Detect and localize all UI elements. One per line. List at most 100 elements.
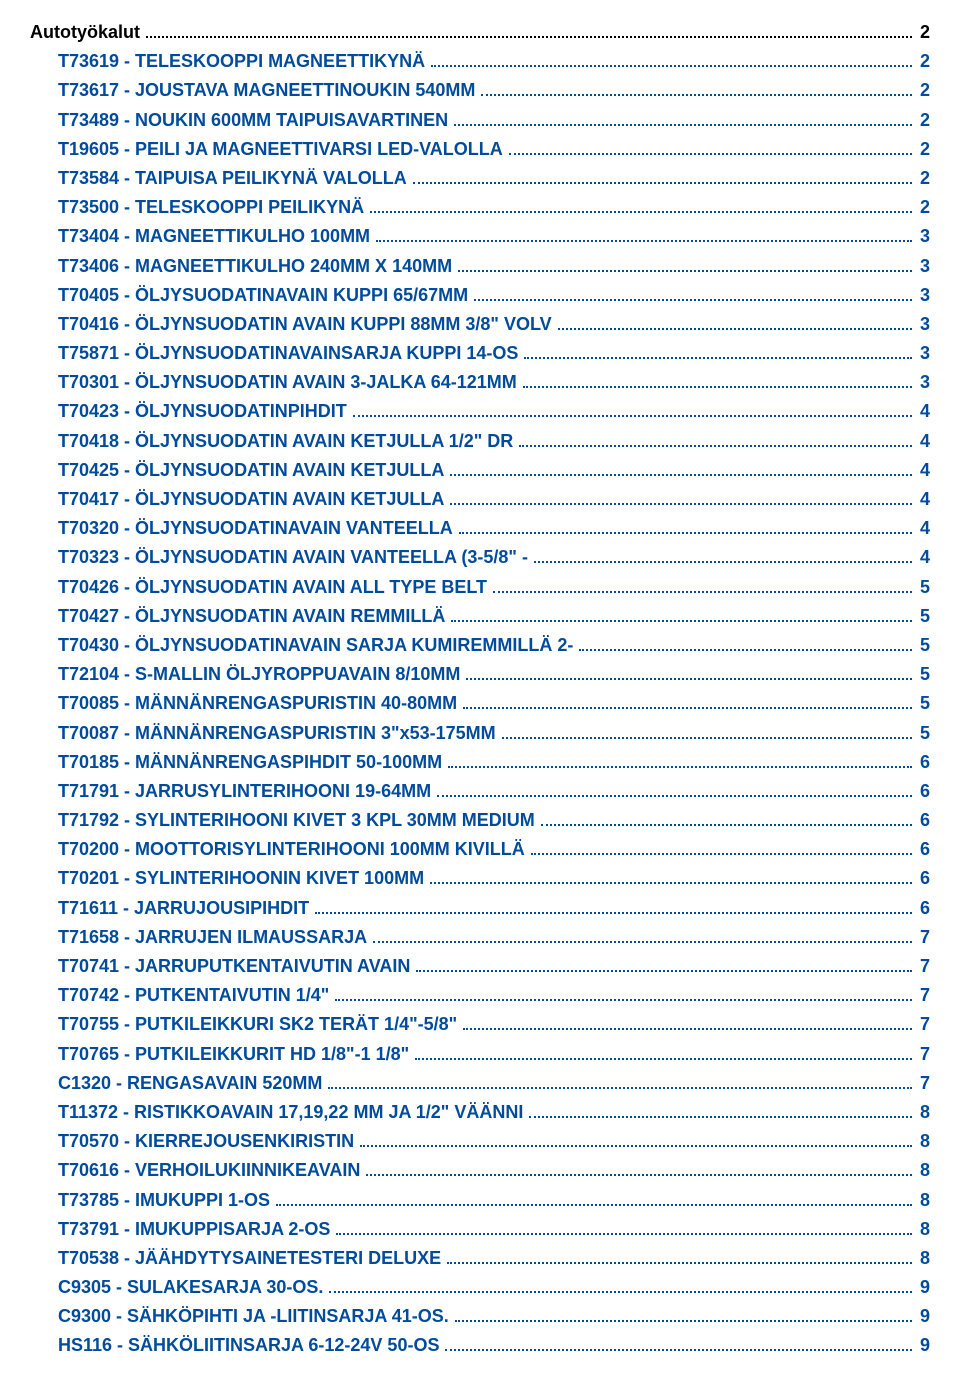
toc-leader-dots: [519, 445, 912, 447]
toc-leader-dots: [524, 357, 912, 359]
toc-page-number: 2: [916, 78, 930, 103]
toc-item-row[interactable]: T70570 - KIERREJOUSENKIRISTIN8: [30, 1129, 930, 1154]
toc-leader-dots: [315, 912, 912, 914]
toc-entry-label: T70085 - MÄNNÄNRENGASPURISTIN 40-80MM: [58, 691, 457, 716]
toc-item-row[interactable]: C1320 - RENGASAVAIN 520MM7: [30, 1071, 930, 1096]
toc-item-row[interactable]: C9300 - SÄHKÖPIHTI JA -LIITINSARJA 41-OS…: [30, 1304, 930, 1329]
toc-item-row[interactable]: T70417 - ÖLJYNSUODATIN AVAIN KETJULLA4: [30, 487, 930, 512]
toc-page-number: 7: [916, 1071, 930, 1096]
toc-heading-row: Autotyökalut2: [30, 20, 930, 45]
toc-item-row[interactable]: T70426 - ÖLJYNSUODATIN AVAIN ALL TYPE BE…: [30, 575, 930, 600]
toc-item-row[interactable]: T70201 - SYLINTERIHOONIN KIVET 100MM6: [30, 866, 930, 891]
toc-page-number: 6: [916, 866, 930, 891]
toc-item-row[interactable]: T73500 - TELESKOOPPI PEILIKYNÄ2: [30, 195, 930, 220]
toc-item-row[interactable]: T70425 - ÖLJYNSUODATIN AVAIN KETJULLA4: [30, 458, 930, 483]
toc-entry-label: T73584 - TAIPUISA PEILIKYNÄ VALOLLA: [58, 166, 407, 191]
toc-item-row[interactable]: T73489 - NOUKIN 600MM TAIPUISAVARTINEN2: [30, 108, 930, 133]
toc-item-row[interactable]: T75871 - ÖLJYNSUODATINAVAINSARJA KUPPI 1…: [30, 341, 930, 366]
toc-item-row[interactable]: T70430 - ÖLJYNSUODATINAVAIN SARJA KUMIRE…: [30, 633, 930, 658]
toc-leader-dots: [451, 620, 912, 622]
toc-page-number: 2: [916, 49, 930, 74]
toc-leader-dots: [448, 766, 912, 768]
toc-item-row[interactable]: T70741 - JARRUPUTKENTAIVUTIN AVAIN7: [30, 954, 930, 979]
toc-leader-dots: [376, 240, 912, 242]
toc-item-row[interactable]: T72104 - S-MALLIN ÖLJYROPPUAVAIN 8/10MM5: [30, 662, 930, 687]
toc-leader-dots: [541, 824, 912, 826]
toc-page-number: 9: [916, 1333, 930, 1358]
toc-item-row[interactable]: T70765 - PUTKILEIKKURIT HD 1/8"-1 1/8"7: [30, 1042, 930, 1067]
toc-page-number: 7: [916, 925, 930, 950]
toc-page-number: 9: [916, 1275, 930, 1300]
toc-item-row[interactable]: T71611 - JARRUJOUSIPIHDIT6: [30, 896, 930, 921]
toc-page-number: 2: [916, 166, 930, 191]
toc-entry-label: T70430 - ÖLJYNSUODATINAVAIN SARJA KUMIRE…: [58, 633, 573, 658]
toc-item-row[interactable]: T73619 - TELESKOOPPI MAGNEETTIKYNÄ2: [30, 49, 930, 74]
toc-item-row[interactable]: T73785 - IMUKUPPI 1-OS8: [30, 1188, 930, 1213]
toc-leader-dots: [481, 94, 912, 96]
toc-leader-dots: [373, 941, 912, 943]
toc-item-row[interactable]: T70301 - ÖLJYNSUODATIN AVAIN 3-JALKA 64-…: [30, 370, 930, 395]
toc-leader-dots: [430, 882, 912, 884]
toc-leader-dots: [523, 386, 912, 388]
toc-leader-dots: [458, 270, 912, 272]
toc-leader-dots: [579, 649, 912, 651]
toc-page-number: 7: [916, 983, 930, 1008]
toc-entry-label: C9305 - SULAKESARJA 30-OS.: [58, 1275, 323, 1300]
toc-item-row[interactable]: T71791 - JARRUSYLINTERIHOONI 19-64MM6: [30, 779, 930, 804]
toc-item-row[interactable]: T70200 - MOOTTORISYLINTERIHOONI 100MM KI…: [30, 837, 930, 862]
toc-item-row[interactable]: T73617 - JOUSTAVA MAGNEETTINOUKIN 540MM2: [30, 78, 930, 103]
toc-item-row[interactable]: T70185 - MÄNNÄNRENGASPIHDIT 50-100MM6: [30, 750, 930, 775]
toc-page-number: 7: [916, 1042, 930, 1067]
toc-item-row[interactable]: T70742 - PUTKENTAIVUTIN 1/4"7: [30, 983, 930, 1008]
toc-entry-label: T70323 - ÖLJYNSUODATIN AVAIN VANTEELLA (…: [58, 545, 528, 570]
toc-item-row[interactable]: T71658 - JARRUJEN ILMAUSSARJA7: [30, 925, 930, 950]
toc-page-number: 9: [916, 1304, 930, 1329]
toc-item-row[interactable]: T70427 - ÖLJYNSUODATIN AVAIN REMMILLÄ5: [30, 604, 930, 629]
toc-leader-dots: [413, 182, 912, 184]
toc-item-row[interactable]: T70416 - ÖLJYNSUODATIN AVAIN KUPPI 88MM …: [30, 312, 930, 337]
toc-item-row[interactable]: T70418 - ÖLJYNSUODATIN AVAIN KETJULLA 1/…: [30, 429, 930, 454]
toc-page-number: 8: [916, 1217, 930, 1242]
toc-item-row[interactable]: T11372 - RISTIKKOAVAIN 17,19,22 MM JA 1/…: [30, 1100, 930, 1125]
toc-page-number: 2: [916, 137, 930, 162]
toc-leader-dots: [529, 1116, 912, 1118]
toc-entry-label: T70417 - ÖLJYNSUODATIN AVAIN KETJULLA: [58, 487, 444, 512]
toc-entry-label: Autotyökalut: [30, 20, 140, 45]
toc-item-row[interactable]: T70405 - ÖLJYSUODATINAVAIN KUPPI 65/67MM…: [30, 283, 930, 308]
toc-entry-label: T70320 - ÖLJYNSUODATINAVAIN VANTEELLA: [58, 516, 453, 541]
toc-entry-label: T70755 - PUTKILEIKKURI SK2 TERÄT 1/4"-5/…: [58, 1012, 457, 1037]
toc-page-number: 8: [916, 1158, 930, 1183]
toc-item-row[interactable]: T71792 - SYLINTERIHOONI KIVET 3 KPL 30MM…: [30, 808, 930, 833]
toc-item-row[interactable]: T73406 - MAGNEETTIKULHO 240MM X 140MM3: [30, 254, 930, 279]
toc-leader-dots: [558, 328, 912, 330]
toc-item-row[interactable]: C9305 - SULAKESARJA 30-OS. 9: [30, 1275, 930, 1300]
toc-entry-label: T19605 - PEILI JA MAGNEETTIVARSI LED-VAL…: [58, 137, 503, 162]
toc-page-number: 5: [916, 721, 930, 746]
toc-item-row[interactable]: T70423 - ÖLJYNSUODATINPIHDIT4: [30, 399, 930, 424]
toc-item-row[interactable]: T73791 - IMUKUPPISARJA 2-OS8: [30, 1217, 930, 1242]
toc-page-number: 6: [916, 779, 930, 804]
toc-page-number: 3: [916, 341, 930, 366]
toc-page-number: 3: [916, 283, 930, 308]
toc-leader-dots: [474, 299, 912, 301]
toc-item-row[interactable]: T70087 - MÄNNÄNRENGASPURISTIN 3"x53-175M…: [30, 721, 930, 746]
toc-item-row[interactable]: T70323 - ÖLJYNSUODATIN AVAIN VANTEELLA (…: [30, 545, 930, 570]
toc-leader-dots: [329, 1291, 912, 1293]
toc-entry-label: T70741 - JARRUPUTKENTAIVUTIN AVAIN: [58, 954, 410, 979]
toc-item-row[interactable]: T70320 - ÖLJYNSUODATINAVAIN VANTEELLA4: [30, 516, 930, 541]
toc-item-row[interactable]: T73584 - TAIPUISA PEILIKYNÄ VALOLLA 2: [30, 166, 930, 191]
toc-item-row[interactable]: HS116 - SÄHKÖLIITINSARJA 6-12-24V 50-OS9: [30, 1333, 930, 1358]
toc-item-row[interactable]: T19605 - PEILI JA MAGNEETTIVARSI LED-VAL…: [30, 137, 930, 162]
toc-entry-label: T71792 - SYLINTERIHOONI KIVET 3 KPL 30MM…: [58, 808, 535, 833]
toc-item-row[interactable]: T70616 - VERHOILUKIINNIKEAVAIN8: [30, 1158, 930, 1183]
toc-page-number: 3: [916, 254, 930, 279]
toc-item-row[interactable]: T70538 - JÄÄHDYTYSAINETESTERI DELUXE8: [30, 1246, 930, 1271]
toc-item-row[interactable]: T70085 - MÄNNÄNRENGASPURISTIN 40-80MM5: [30, 691, 930, 716]
toc-page-number: 4: [916, 545, 930, 570]
toc-entry-label: T70425 - ÖLJYNSUODATIN AVAIN KETJULLA: [58, 458, 444, 483]
toc-leader-dots: [459, 532, 912, 534]
toc-leader-dots: [416, 970, 912, 972]
toc-item-row[interactable]: T70755 - PUTKILEIKKURI SK2 TERÄT 1/4"-5/…: [30, 1012, 930, 1037]
toc-leader-dots: [463, 707, 912, 709]
toc-item-row[interactable]: T73404 - MAGNEETTIKULHO 100MM3: [30, 224, 930, 249]
